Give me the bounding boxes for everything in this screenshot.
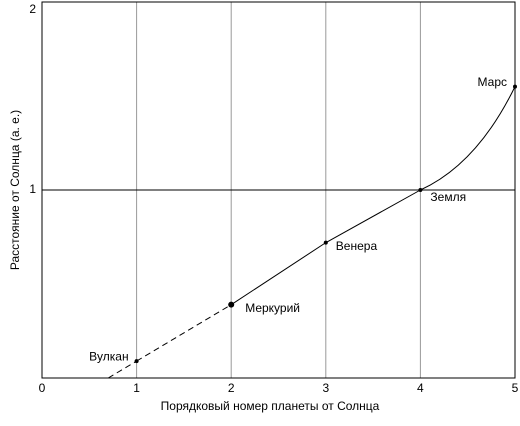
x-tick-label: 3	[322, 381, 329, 395]
point-label: Марс	[478, 75, 507, 89]
line-segment	[230, 242, 327, 306]
y-tick-label: 1	[29, 182, 36, 196]
line-segment	[325, 189, 421, 244]
data-point	[228, 301, 235, 308]
data-point	[323, 240, 328, 245]
y-axis-label: Расстояние от Солнца (а. е.)	[8, 110, 22, 270]
line-segment	[420, 86, 516, 191]
point-label: Земля	[430, 190, 466, 204]
data-point	[418, 188, 423, 192]
data-point	[513, 84, 517, 89]
line-segment	[136, 304, 232, 362]
point-label: Вулкан	[89, 349, 128, 363]
x-tick-label: 5	[512, 381, 519, 395]
x-axis-label: Порядковый номер планеты от Солнца	[161, 399, 380, 413]
x-tick-label: 2	[228, 381, 235, 395]
plot-frame	[41, 1, 516, 379]
point-label: Меркурий	[245, 301, 300, 315]
extrapolation	[107, 360, 137, 379]
x-tick-label: 4	[417, 381, 424, 395]
data-point	[134, 359, 139, 364]
point-label: Венера	[336, 239, 378, 253]
x-tick-label: 1	[133, 381, 140, 395]
x-tick-label: 0	[39, 381, 46, 395]
y-tick-label: 2	[29, 2, 36, 16]
